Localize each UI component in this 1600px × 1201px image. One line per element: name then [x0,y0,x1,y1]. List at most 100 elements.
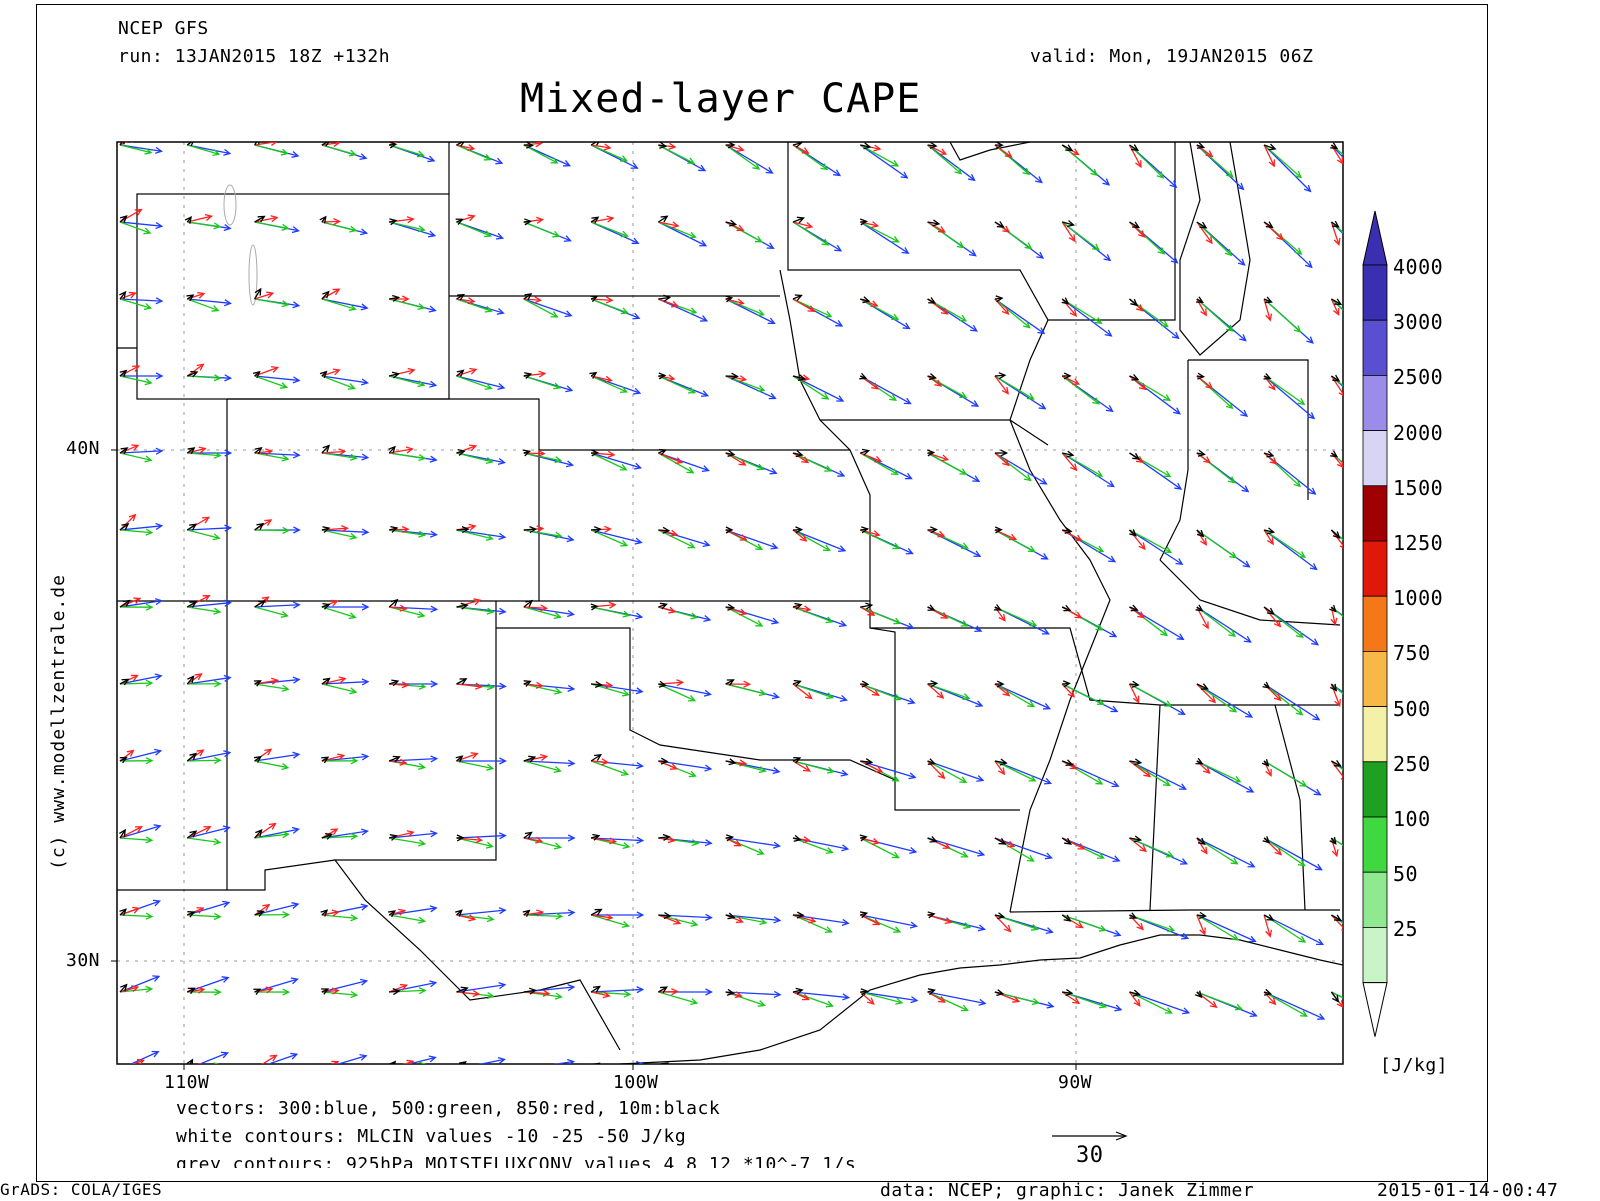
colorbar-label: 1250 [1393,531,1443,555]
vector-850hpa [120,210,141,222]
colorbar-segment [1363,375,1387,430]
vector-300hpa [1130,1069,1190,1087]
colorbar-label: 25 [1393,917,1418,941]
state-border-ky [1160,560,1340,625]
state-border-gulf [1010,910,1340,912]
vector-300hpa [389,908,436,915]
lon-label-110w: 110W [164,1072,209,1093]
vector-500hpa [1331,1069,1377,1089]
vector-850hpa [726,453,746,465]
lake-michigan [1180,142,1250,355]
vector-500hpa-head [961,1081,968,1087]
footer-white-contours: white contours: MLCIN values -10 -25 -50… [176,1126,686,1147]
vector-500hpa [793,530,830,550]
colorbar-segment [1363,817,1387,872]
vector-500hpa [928,684,970,698]
vector-300hpa [524,299,572,316]
vector-500hpa [793,1069,834,1077]
colorbar-segment [1363,320,1387,375]
vector-10m-head [254,138,260,145]
vector-300hpa [187,678,230,684]
vector-300hpa [255,754,299,761]
vector-300hpa [322,981,367,992]
vector-300hpa [120,451,162,453]
scale-arrow [1052,1132,1126,1140]
colorbar-segment [1363,265,1387,320]
colorbar-label: 1000 [1393,586,1443,610]
vector-300hpa-head [1047,1077,1053,1083]
vector-500hpa [928,1069,969,1086]
vector-500hpa [1197,1069,1242,1087]
vector-500hpa [726,1069,766,1079]
colorbar-segment [1363,651,1387,706]
vector-300hpa [524,1062,574,1069]
vector-300hpa [860,376,910,404]
lon-label-90w: 90W [1058,1072,1092,1093]
vector-500hpa [255,1068,289,1069]
vector-300hpa [860,145,907,178]
vector-300hpa [995,453,1046,484]
footer-vectors: vectors: 300:blue, 500:green, 850:red, 1… [176,1098,720,1119]
vector-500hpa-head [1235,1082,1242,1088]
vector-850hpa [1197,1069,1210,1082]
vector-500hpa [255,684,289,689]
vector-500hpa-head [351,1068,357,1074]
vector-500hpa [995,1069,1038,1082]
vector-500hpa [322,607,355,617]
vector-300hpa [1331,145,1377,194]
vector-500hpa-head [691,1074,698,1080]
colorbar-label: 1500 [1393,476,1443,500]
mississippi-river [1010,320,1110,912]
colorbar-label: 2000 [1393,421,1443,445]
missouri-river [780,270,850,450]
vector-850hpa-head [1341,775,1347,782]
moisture-contours [224,185,257,305]
vector-10m-head [254,1066,261,1072]
vector-500hpa [1264,992,1307,1016]
colorbar-segment [1363,927,1387,982]
vector-10m [322,1067,328,1069]
vector-500hpa [524,376,560,388]
vector-300hpa [726,145,773,173]
vector-500hpa [1264,838,1305,866]
moisture-contour [224,185,236,225]
colorbar-label: 250 [1393,752,1431,776]
vector-850hpa-head [740,1072,747,1078]
vector-500hpa [524,530,561,536]
vector-10m-head [524,1065,531,1070]
state-border-ia-mn [788,142,1175,320]
vector-10m [1197,1069,1203,1075]
vector-500hpa [1130,530,1171,552]
vector-500hpa [793,761,834,772]
vector-500hpa [995,376,1034,399]
vector-10m [793,1068,800,1069]
vector-850hpa-head [1269,1077,1275,1084]
vector-500hpa [1062,145,1097,175]
vector-850hpa [457,1068,476,1069]
vector-850hpa-head [200,130,207,136]
vector-300hpa [591,989,643,992]
state-border-il-in [1160,360,1188,560]
lon-label-100w: 100W [613,1072,658,1093]
colorbar-top-triangle [1363,211,1387,265]
vector-300hpa [255,979,298,992]
lat-label-30n: 30N [66,950,100,971]
vector-500hpa [928,145,961,174]
colorbar-segment [1363,431,1387,486]
vector-500hpa-head [283,1065,289,1071]
vector-500hpa [389,915,424,921]
vector-500hpa [860,1069,902,1080]
vector-10m-head [118,1065,125,1071]
vector-300hpa [322,376,368,383]
colorbar-label: 3000 [1393,310,1443,334]
vector-850hpa [793,299,814,311]
vector-500hpa [389,145,423,156]
vector-300hpa [1264,376,1314,418]
vector-300hpa [187,1053,227,1069]
vector-10m-head [1264,1067,1271,1073]
colorbar-segment [1363,486,1387,541]
colorbar-label: 2500 [1393,365,1443,389]
vector-300hpa [1130,530,1183,564]
vector-10m-head [865,1066,871,1072]
vector-500hpa [1197,684,1236,712]
